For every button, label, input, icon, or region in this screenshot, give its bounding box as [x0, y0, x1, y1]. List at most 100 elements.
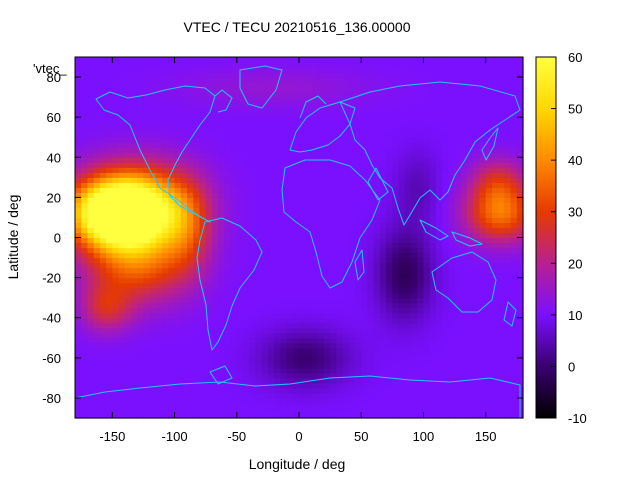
heatmap-cell — [280, 292, 288, 299]
heatmap-cell — [323, 197, 331, 203]
heatmap-cell — [510, 222, 518, 229]
heatmap-cell — [274, 187, 281, 193]
heatmap-cell — [485, 117, 493, 123]
heatmap-cell — [317, 202, 325, 209]
heatmap-cell — [454, 217, 462, 224]
heatmap-cell — [87, 162, 95, 168]
heatmap-cell — [467, 72, 474, 78]
heatmap-cell — [236, 192, 244, 198]
heatmap-cell — [106, 392, 113, 399]
heatmap-cell — [311, 392, 319, 399]
heatmap-cell — [336, 92, 344, 98]
heatmap-cell — [392, 287, 400, 294]
heatmap-cell — [435, 182, 443, 188]
heatmap-cell — [155, 317, 163, 324]
heatmap-cell — [504, 212, 512, 219]
heatmap-cell — [467, 372, 474, 379]
heatmap-cell — [373, 387, 381, 394]
heatmap-cell — [261, 277, 269, 284]
heatmap-cell — [249, 402, 257, 409]
heatmap-cell — [498, 212, 505, 219]
heatmap-cell — [230, 92, 238, 98]
heatmap-cell — [348, 72, 356, 78]
heatmap-cell — [106, 312, 113, 319]
heatmap-cell — [193, 257, 201, 264]
heatmap-cell — [218, 102, 225, 108]
heatmap-cell — [93, 232, 101, 239]
heatmap-cell — [473, 162, 481, 168]
heatmap-cell — [491, 122, 499, 128]
heatmap-cell — [243, 367, 250, 374]
heatmap-cell — [224, 237, 232, 244]
heatmap-cell — [93, 287, 101, 294]
heatmap-cell — [267, 152, 275, 158]
heatmap-cell — [299, 262, 306, 269]
heatmap-cell — [230, 217, 238, 224]
heatmap-cell — [467, 202, 474, 209]
heatmap-cell — [510, 332, 518, 339]
heatmap-cell — [454, 357, 462, 364]
heatmap-cell — [243, 347, 250, 354]
heatmap-cell — [93, 277, 101, 284]
heatmap-cell — [93, 297, 101, 304]
heatmap-cell — [81, 132, 89, 138]
heatmap-cell — [404, 347, 412, 354]
heatmap-cell — [423, 137, 431, 143]
heatmap-cell — [442, 277, 449, 284]
heatmap-cell — [243, 177, 250, 183]
heatmap-cell — [498, 327, 505, 334]
heatmap-cell — [386, 232, 393, 239]
heatmap-cell — [423, 277, 431, 284]
heatmap-cell — [448, 322, 456, 329]
heatmap-cell — [504, 87, 512, 93]
heatmap-cell — [149, 322, 157, 329]
heatmap-cell — [267, 397, 275, 404]
heatmap-cell — [99, 117, 107, 123]
heatmap-cell — [299, 132, 306, 138]
heatmap-cell — [75, 267, 82, 274]
heatmap-cell — [398, 342, 406, 349]
heatmap-cell — [162, 327, 169, 334]
heatmap-cell — [155, 302, 163, 309]
heatmap-cell — [504, 137, 512, 143]
heatmap-cell — [361, 262, 369, 269]
heatmap-cell — [286, 392, 294, 399]
heatmap-cell — [218, 282, 225, 289]
heatmap-cell — [131, 277, 138, 284]
heatmap-cell — [330, 382, 337, 389]
heatmap-cell — [143, 307, 151, 314]
heatmap-cell — [155, 347, 163, 354]
heatmap-cell — [75, 227, 82, 234]
heatmap-cell — [510, 142, 518, 148]
heatmap-cell — [491, 222, 499, 229]
heatmap-cell — [143, 167, 151, 173]
heatmap-cell — [75, 297, 82, 304]
heatmap-cell — [448, 297, 456, 304]
heatmap-cell — [355, 162, 362, 168]
heatmap-cell — [373, 172, 381, 178]
heatmap-cell — [498, 222, 505, 229]
heatmap-cell — [180, 302, 188, 309]
heatmap-cell — [99, 282, 107, 289]
heatmap-cell — [274, 207, 281, 214]
heatmap-cell — [199, 332, 207, 339]
heatmap-cell — [218, 312, 225, 319]
heatmap-cell — [485, 342, 493, 349]
heatmap-cell — [386, 307, 393, 314]
heatmap-cell — [174, 127, 182, 133]
heatmap-cell — [243, 337, 250, 344]
heatmap-cell — [411, 407, 418, 414]
heatmap-cell — [193, 167, 201, 173]
heatmap-cell — [292, 332, 300, 339]
heatmap-cell — [460, 277, 468, 284]
heatmap-cell — [330, 172, 337, 178]
heatmap-cell — [386, 277, 393, 284]
heatmap-cell — [417, 382, 425, 389]
heatmap-cell — [379, 267, 387, 274]
heatmap-cell — [504, 347, 512, 354]
heatmap-cell — [81, 282, 89, 289]
heatmap-cell — [249, 187, 257, 193]
heatmap-cell — [355, 82, 362, 88]
heatmap-cell — [168, 102, 176, 108]
heatmap-cell — [323, 327, 331, 334]
